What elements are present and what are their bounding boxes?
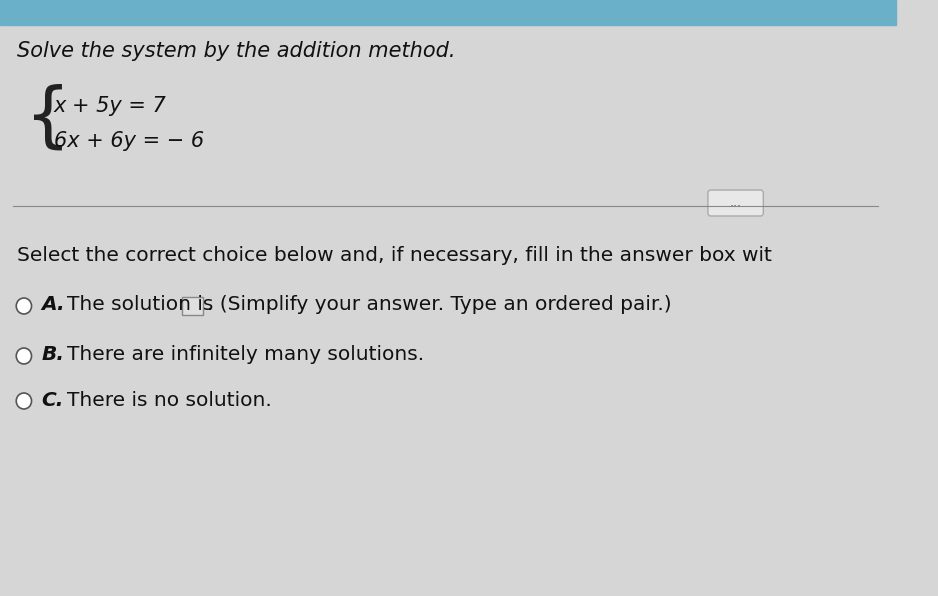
Text: ...: ... [730,197,742,210]
Text: C.: C. [41,390,64,409]
Text: B.: B. [41,346,64,365]
Text: The solution is: The solution is [67,296,213,315]
FancyBboxPatch shape [708,190,764,216]
Text: . (Simplify your answer. Type an ordered pair.): . (Simplify your answer. Type an ordered… [207,296,672,315]
Circle shape [16,393,32,409]
Text: There are infinitely many solutions.: There are infinitely many solutions. [67,346,424,365]
Text: x + 5y = 7: x + 5y = 7 [53,96,166,116]
Text: Select the correct choice below and, if necessary, fill in the answer box wit: Select the correct choice below and, if … [17,246,772,265]
Text: 6x + 6y = − 6: 6x + 6y = − 6 [53,131,204,151]
Circle shape [16,298,32,314]
Text: There is no solution.: There is no solution. [67,390,272,409]
Text: A.: A. [41,296,65,315]
Bar [0,0,896,25]
Circle shape [16,348,32,364]
FancyBboxPatch shape [182,297,203,315]
Text: {: { [24,84,71,153]
Text: Solve the system by the addition method.: Solve the system by the addition method. [17,41,456,61]
